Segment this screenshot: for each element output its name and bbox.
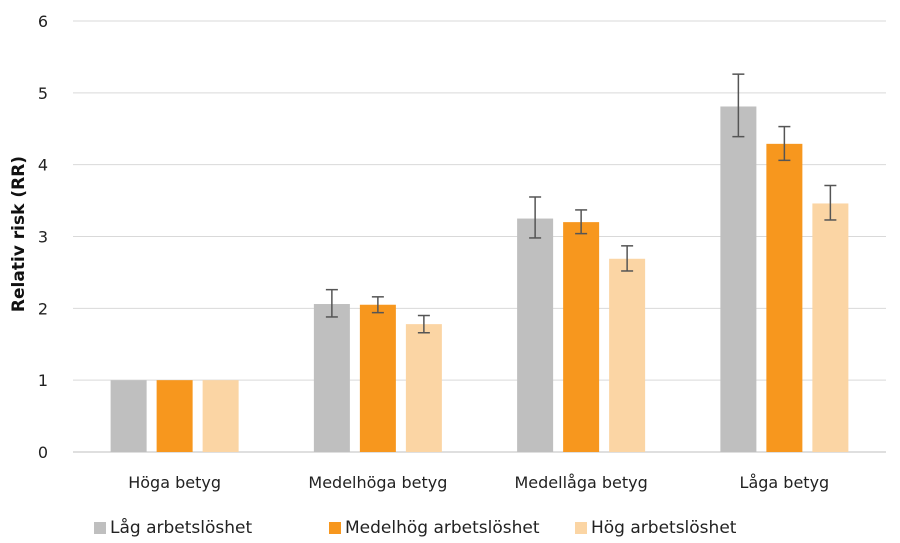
bar [405, 324, 442, 452]
y-tick-label: 4 [38, 156, 48, 175]
x-tick-label: Höga betyg [128, 473, 221, 492]
x-tick-label: Medelhöga betyg [308, 473, 447, 492]
bar [202, 380, 239, 452]
bar [156, 380, 193, 452]
bar [313, 304, 350, 452]
bar [720, 106, 757, 453]
y-tick-label: 6 [38, 12, 48, 31]
y-tick-label: 1 [38, 371, 48, 390]
legend-label: Medelhög arbetslöshet [345, 518, 540, 538]
bar [359, 304, 396, 452]
x-axis-ticks: Höga betyg Medelhöga betyg Medellåga betyg… [128, 473, 829, 492]
y-tick-label: 3 [38, 228, 48, 247]
y-axis-label: Relativ risk (RR) [9, 156, 29, 312]
gridlines [73, 20, 886, 453]
x-tick-label: Låga betyg [740, 473, 830, 492]
y-tick-label: 0 [38, 443, 48, 462]
bar [766, 143, 803, 452]
legend-label: Låg arbetslöshet [110, 517, 252, 538]
bar [110, 380, 147, 452]
legend-swatch [575, 522, 587, 534]
error-bars [325, 73, 837, 334]
legend-swatch [329, 522, 341, 534]
x-tick-label: Medellåga betyg [514, 473, 647, 492]
bar [609, 258, 646, 452]
bar [563, 222, 600, 452]
legend: Låg arbetslöshet Medelhög arbetslöshet Hög… [94, 517, 737, 538]
y-tick-label: 5 [38, 84, 48, 103]
legend-label: Hög arbetslöshet [591, 518, 737, 538]
bars [110, 106, 849, 453]
legend-swatch [94, 522, 106, 534]
bar [812, 203, 849, 452]
y-tick-label: 2 [38, 299, 48, 318]
y-axis-ticks: 0 1 2 3 4 5 6 [38, 12, 48, 462]
bar [517, 218, 554, 452]
